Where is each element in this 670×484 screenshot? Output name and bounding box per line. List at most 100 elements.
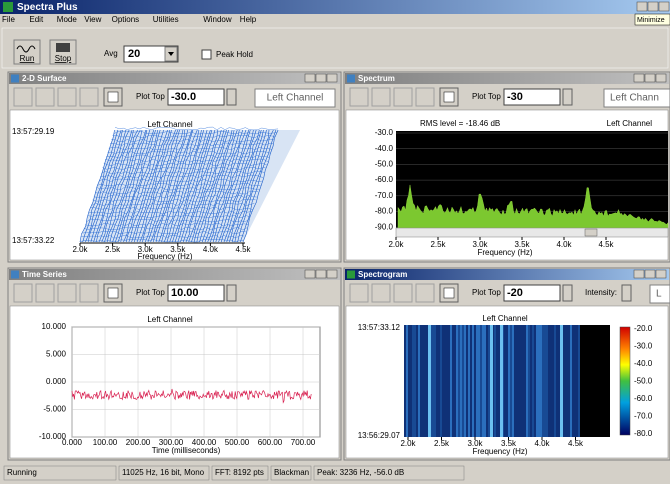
spectrogram-band [534, 325, 536, 437]
tool-button[interactable] [35, 283, 55, 303]
spectrogram-band [462, 325, 464, 437]
stop-label: Stop [55, 54, 72, 63]
tool-button[interactable] [349, 87, 369, 107]
channel-button[interactable] [254, 88, 336, 108]
menu-item[interactable]: Options [112, 15, 140, 24]
spinner[interactable] [226, 88, 237, 106]
window-control[interactable] [326, 73, 338, 83]
intensity-spinner[interactable] [621, 284, 632, 302]
menu-item[interactable]: Mode [57, 15, 78, 24]
plot-top-field[interactable] [503, 88, 561, 106]
surface-trace [92, 198, 256, 203]
tool-button[interactable] [79, 283, 99, 303]
window-control[interactable] [647, 1, 659, 12]
surface-trace [207, 129, 244, 243]
y-label: 13:57:33.22 [12, 236, 55, 245]
channel-button[interactable] [603, 88, 670, 108]
y-tick-label: -90.0 [375, 222, 394, 231]
tool-button[interactable] [349, 283, 369, 303]
y-tick-label: -50.0 [375, 160, 394, 169]
spinner[interactable] [562, 88, 573, 106]
menu-item[interactable]: File [2, 15, 15, 24]
menu-item[interactable]: View [84, 15, 101, 24]
tool-button[interactable] [371, 283, 391, 303]
spectrogram-band [446, 325, 448, 437]
tool-button[interactable] [13, 87, 33, 107]
surface-trace [91, 202, 255, 207]
spectrogram-band [404, 325, 406, 437]
window-control[interactable] [655, 269, 667, 279]
spectrogram-band [524, 325, 526, 437]
title-bar [0, 0, 670, 14]
tool-button[interactable] [415, 283, 435, 303]
menu-item[interactable]: Help [240, 15, 257, 24]
spectrogram-band [546, 325, 548, 437]
plot-top-field[interactable] [503, 284, 561, 302]
window-control[interactable] [658, 1, 670, 12]
plot-top-label: Plot Top [472, 288, 501, 297]
window-control[interactable] [315, 269, 327, 279]
scrollbar[interactable] [395, 227, 669, 238]
tool-button[interactable] [393, 87, 413, 107]
colorbar-label: -30.0 [634, 342, 653, 351]
spectrogram-band [578, 325, 580, 437]
spectrogram-band [464, 325, 466, 437]
surface-trace [185, 129, 222, 243]
status-text: Peak: 3236 Hz, -56.0 dB [317, 468, 404, 477]
plot-title: Left Channel [147, 315, 193, 324]
window-control[interactable] [633, 269, 645, 279]
x-tick-label: 3.0k [138, 245, 154, 254]
spectrogram-band [496, 325, 498, 437]
menu-item[interactable]: Utilities [153, 15, 179, 24]
window-control[interactable] [644, 73, 656, 83]
tool-button[interactable] [393, 283, 413, 303]
surface-trace [201, 129, 238, 243]
window-control[interactable] [326, 269, 338, 279]
tool-button[interactable] [415, 87, 435, 107]
window-control[interactable] [304, 269, 316, 279]
channel-button[interactable] [649, 284, 670, 304]
menu-item[interactable]: Edit [29, 15, 44, 24]
menu-item[interactable]: Window [203, 15, 232, 24]
status-panel [118, 465, 210, 481]
tool-button[interactable] [371, 87, 391, 107]
surface-trace [104, 158, 269, 163]
tool-button[interactable] [57, 87, 77, 107]
spinner[interactable] [226, 284, 237, 302]
x-axis-label: Time (milliseconds) [152, 446, 221, 455]
surface-trace [82, 129, 119, 243]
surface-trace [113, 130, 277, 135]
tool-button[interactable] [79, 87, 99, 107]
window-control[interactable] [644, 269, 656, 279]
arrow-glyph [168, 52, 174, 56]
tool-button[interactable] [35, 87, 55, 107]
window-control[interactable] [633, 73, 645, 83]
window-title-bar [9, 269, 340, 280]
x-tick-label: 4.0k [203, 245, 219, 254]
view-icon [107, 91, 119, 103]
window-control[interactable] [304, 73, 316, 83]
spinner[interactable] [562, 284, 573, 302]
plot-top-field[interactable] [167, 88, 225, 106]
colorbar-label: -60.0 [634, 394, 653, 403]
window-control[interactable] [636, 1, 648, 12]
spectrogram-band [458, 325, 460, 437]
spectrogram-band [440, 325, 442, 437]
scroll-thumb[interactable] [584, 228, 598, 237]
window-icon [347, 270, 355, 279]
spectrogram-band [542, 325, 544, 437]
surface-trace [88, 210, 252, 215]
tool-button[interactable] [57, 283, 77, 303]
plot-top-field[interactable] [167, 284, 225, 302]
window-control[interactable] [655, 73, 667, 83]
peak-hold-checkbox[interactable] [201, 49, 212, 60]
surface-trace [93, 194, 257, 199]
y-tick-label: -60.0 [375, 175, 394, 184]
window-control[interactable] [315, 73, 327, 83]
x-tick-label: 600.00 [258, 438, 283, 447]
tool-button[interactable] [13, 283, 33, 303]
run-button[interactable] [13, 39, 41, 65]
x-tick-label: 200.00 [126, 438, 151, 447]
y-label: 13:57:29.19 [12, 127, 55, 136]
surface-trace [96, 129, 133, 243]
